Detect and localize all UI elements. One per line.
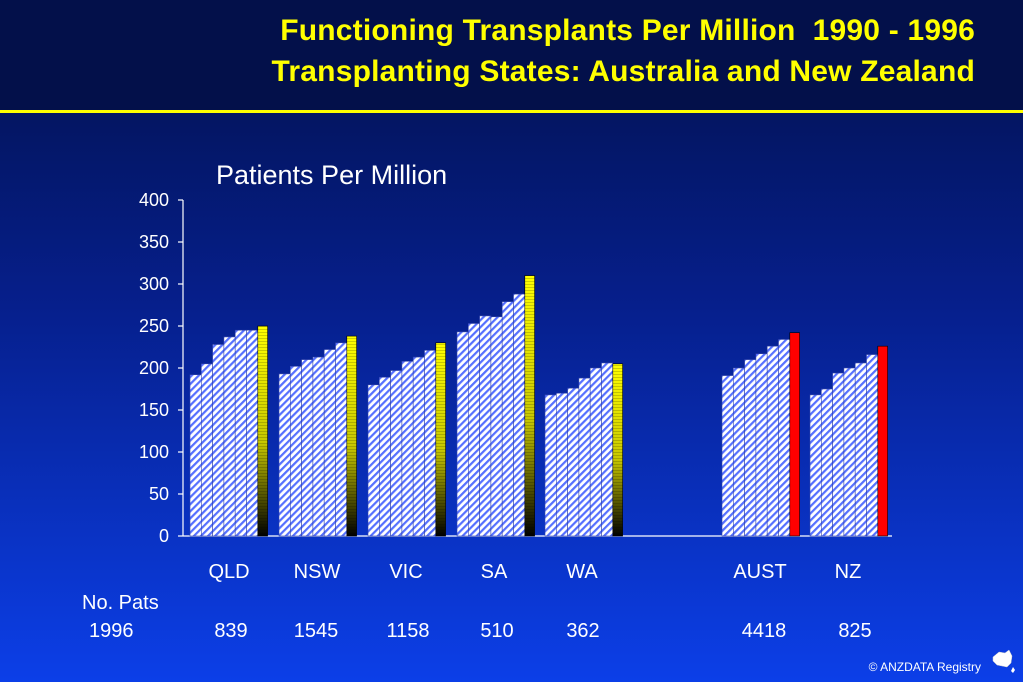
patient-count-sa: 510 (480, 620, 514, 642)
x-category-label: SA (481, 561, 508, 583)
bar-qld-1991 (201, 363, 213, 537)
bar-sa-1990 (456, 331, 469, 537)
bar-aust-1990 (721, 375, 734, 537)
bar-aust-1991 (732, 367, 745, 537)
x-category-label: NSW (294, 561, 341, 583)
bar-nsw-1990 (278, 373, 291, 537)
bar-nsw-1992 (301, 359, 314, 537)
bar-nz-1993 (843, 367, 856, 537)
anzdata-logo-icon (992, 649, 1015, 673)
bar-aust-1995 (778, 339, 791, 537)
bar-nz-1991 (820, 388, 833, 537)
bar-vic-1995 (424, 350, 437, 537)
bar-nz-1995 (866, 354, 879, 537)
bar-vic-1993 (401, 360, 414, 537)
header-divider (0, 110, 1023, 113)
bar-nz-1996 (877, 345, 888, 537)
patient-count-vic: 1158 (386, 620, 430, 642)
bar-qld-1994 (234, 329, 247, 537)
bar-wa-1992 (567, 387, 580, 537)
patient-count-aust: 4418 (741, 620, 787, 642)
y-tick-label: 400 (139, 190, 169, 210)
bar-nsw-1991 (289, 366, 302, 537)
y-tick-label: 0 (159, 526, 169, 546)
y-tick-label: 200 (139, 358, 169, 378)
count-heading: No. Pats (82, 592, 159, 614)
bar-wa-1993 (578, 377, 591, 537)
bar-aust-1994 (766, 345, 779, 537)
bar-sa-1994 (501, 301, 514, 537)
y-tick-label: 50 (149, 484, 169, 504)
bar-aust-1992 (744, 359, 757, 537)
patient-count-qld: 839 (214, 620, 248, 642)
bar-vic-1994 (412, 356, 425, 537)
x-category-label: NZ (835, 561, 862, 583)
y-tick-label: 350 (139, 232, 169, 252)
bar-sa-1991 (467, 323, 480, 537)
bar-nz-1990 (809, 394, 822, 537)
count-year: 1996 (89, 620, 134, 642)
y-tick-label: 250 (139, 316, 169, 336)
x-category-label: WA (566, 561, 598, 583)
bar-qld-1993 (223, 336, 236, 537)
bar-sa-1995 (513, 293, 526, 537)
bar-wa-1991 (555, 392, 568, 537)
bar-qld-1996-stripes (257, 326, 268, 536)
bar-nsw-1996-stripes (346, 336, 357, 536)
bar-nz-1994 (854, 362, 867, 537)
bar-sa-1996-stripes (524, 275, 535, 536)
y-tick-label: 150 (139, 400, 169, 420)
bar-nz-1992 (832, 372, 845, 537)
bar-wa-1996-stripes (612, 363, 623, 536)
bar-qld-1992 (212, 344, 225, 537)
slide-title-line-1: Functioning Transplants Per Million 1990… (280, 14, 975, 47)
patient-count-wa: 362 (566, 620, 600, 642)
bar-nsw-1994 (323, 349, 336, 537)
bar-vic-1992 (390, 370, 403, 537)
patient-count-nz: 825 (838, 620, 872, 642)
patient-count-nsw: 1545 (293, 620, 339, 642)
bar-nsw-1995 (335, 342, 348, 537)
bar-aust-1993 (755, 353, 768, 537)
bar-sa-1993 (490, 316, 503, 537)
bar-nsw-1993 (312, 356, 325, 537)
bar-wa-1990 (544, 394, 557, 537)
bar-qld-1990 (189, 374, 202, 537)
copyright-text: © ANZDATA Registry (868, 660, 981, 674)
x-category-label: QLD (208, 561, 249, 583)
bar-aust-1996 (789, 332, 800, 537)
bar-wa-1995 (601, 362, 614, 537)
header-band (0, 0, 1023, 112)
chart-title: Patients Per Million (216, 160, 448, 190)
bar-vic-1991 (378, 376, 391, 537)
y-tick-label: 100 (139, 442, 169, 462)
bar-vic-1996-stripes (435, 342, 446, 536)
y-tick-label: 300 (139, 274, 169, 294)
x-category-label: VIC (389, 561, 422, 583)
slide-title-line-2: Transplanting States: Australia and New … (271, 55, 975, 88)
bar-qld-1995 (246, 329, 259, 537)
x-category-label: AUST (733, 561, 786, 583)
bar-vic-1990 (367, 384, 380, 537)
bar-sa-1992 (479, 315, 492, 537)
bar-wa-1994 (589, 367, 602, 537)
